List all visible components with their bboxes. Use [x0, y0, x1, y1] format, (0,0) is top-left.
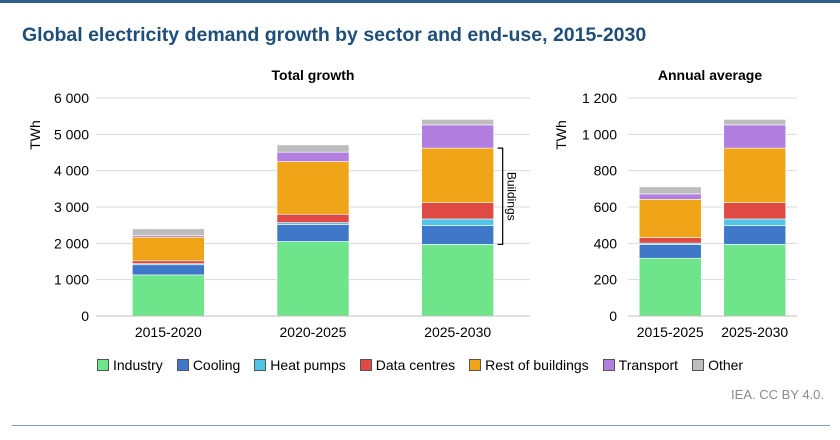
annual-average-xtick-label: 2015-2025	[637, 324, 704, 340]
bar-annual-average-2015-2025-other	[638, 186, 702, 195]
total-growth-xtick-label: 2015-2020	[135, 324, 202, 340]
bar-total-growth-2025-2030-industry	[421, 244, 494, 317]
legend-item-transport: Transport	[602, 357, 679, 373]
bar-total-growth-2020-2025-cooling	[276, 224, 350, 242]
legend: Industry Cooling Heat pumps Data centres Res…	[97, 357, 757, 373]
bar-total-growth-2015-2020-data-centres	[132, 260, 205, 264]
total-growth-xtick-label: 2025-2030	[424, 324, 491, 340]
bar-total-growth-2025-2030-other	[421, 119, 494, 126]
legend-swatch	[359, 359, 372, 371]
bar-annual-average-2015-2025-data-centres	[638, 237, 702, 244]
legend-swatch	[692, 359, 705, 371]
credit-text: IEA. CC BY 4.0.	[731, 387, 824, 402]
legend-label: Rest of buildings	[485, 357, 589, 373]
total-growth-ytick-label: 4 000	[54, 163, 89, 179]
total-growth-ytick-label: 1 000	[54, 272, 89, 288]
bar-total-growth-2025-2030-cooling	[421, 225, 494, 245]
annual-average-ytick-label: 1 200	[582, 90, 617, 106]
annual-average-ylabel: TWh	[553, 120, 569, 150]
legend-label: Heat pumps	[270, 357, 346, 373]
bar-total-growth-2020-2025-industry	[276, 241, 350, 317]
total-growth-ytick-label: 0	[81, 308, 89, 324]
annual-average-ytick-label: 200	[594, 272, 618, 288]
bar-total-growth-2015-2020-other	[132, 228, 205, 237]
legend-swatch	[254, 359, 267, 371]
annual-average-ytick-label: 600	[594, 199, 618, 215]
bar-annual-average-2025-2030-transport	[723, 124, 787, 149]
total-growth-xtick-label: 2020-2025	[280, 324, 347, 340]
bar-annual-average-2025-2030-industry	[723, 244, 787, 317]
annual-average-ytick-label: 0	[609, 308, 617, 324]
top-rule	[0, 0, 840, 3]
bar-annual-average-2015-2025-rest-of-buildings	[638, 199, 702, 238]
legend-item-cooling: Cooling	[176, 357, 241, 373]
bar-total-growth-2020-2025-rest-of-buildings	[276, 161, 350, 215]
bar-total-growth-2025-2030-heat-pumps	[421, 218, 494, 226]
bar-total-growth-2025-2030-data-centres	[421, 202, 494, 220]
annual-average-title: Annual average	[658, 67, 762, 83]
chart-title: Global electricity demand growth by sect…	[22, 24, 647, 46]
bar-annual-average-2025-2030-data-centres	[723, 202, 787, 220]
bar-annual-average-2015-2025-industry	[638, 257, 702, 317]
annual-average-ytick-label: 400	[594, 235, 618, 251]
bar-total-growth-2020-2025-transport	[276, 151, 350, 162]
total-growth-title: Total growth	[272, 67, 355, 83]
total-growth-ytick-label: 5 000	[54, 126, 89, 142]
legend-label: Other	[708, 357, 744, 373]
bar-total-growth-2015-2020-industry	[132, 274, 205, 317]
bar-annual-average-2025-2030-cooling	[723, 225, 787, 245]
legend-label: Transport	[618, 357, 679, 373]
legend-item-industry: Industry	[97, 357, 163, 373]
legend-swatch	[97, 359, 109, 371]
legend-label: Industry	[113, 357, 163, 373]
bar-total-growth-2015-2020-cooling	[132, 264, 205, 276]
legend-label: Cooling	[192, 357, 241, 373]
bar-total-growth-2020-2025-other	[276, 144, 350, 153]
bar-annual-average-2025-2030-rest-of-buildings	[723, 147, 787, 203]
total-growth-ytick-label: 6 000	[54, 90, 89, 106]
bar-annual-average-2025-2030-other	[723, 119, 787, 126]
bar-total-growth-2020-2025-data-centres	[276, 213, 350, 223]
bar-annual-average-2025-2030-heat-pumps	[723, 218, 787, 226]
annual-average-ytick-label: 800	[594, 163, 618, 179]
total-growth-ytick-label: 3 000	[54, 199, 89, 215]
legend-swatch	[602, 359, 615, 371]
bar-annual-average-2015-2025-transport	[638, 193, 702, 200]
bar-annual-average-2015-2025-cooling	[638, 244, 702, 259]
total-growth-ytick-label: 2 000	[54, 235, 89, 251]
legend-item-rest-of-buildings: Rest of buildings	[469, 357, 589, 373]
annual-average-ytick-label: 1 000	[582, 126, 617, 142]
legend-item-other: Other	[692, 357, 743, 373]
legend-item-heat-pumps: Heat pumps	[254, 357, 346, 373]
buildings-annotation-label: Buildings	[505, 172, 519, 221]
annual-average-xtick-label: 2025-2030	[721, 324, 788, 340]
buildings-bracket	[497, 147, 504, 246]
bar-total-growth-2025-2030-transport	[421, 124, 494, 149]
legend-label: Data centres	[375, 357, 456, 373]
bar-total-growth-2025-2030-rest-of-buildings	[421, 147, 494, 203]
legend-swatch	[176, 359, 189, 371]
total-growth-ylabel: TWh	[27, 120, 43, 150]
bar-total-growth-2015-2020-rest-of-buildings	[132, 236, 205, 262]
legend-swatch	[469, 359, 482, 371]
bottom-rule	[12, 425, 830, 426]
legend-item-data-centres: Data centres	[359, 357, 456, 373]
